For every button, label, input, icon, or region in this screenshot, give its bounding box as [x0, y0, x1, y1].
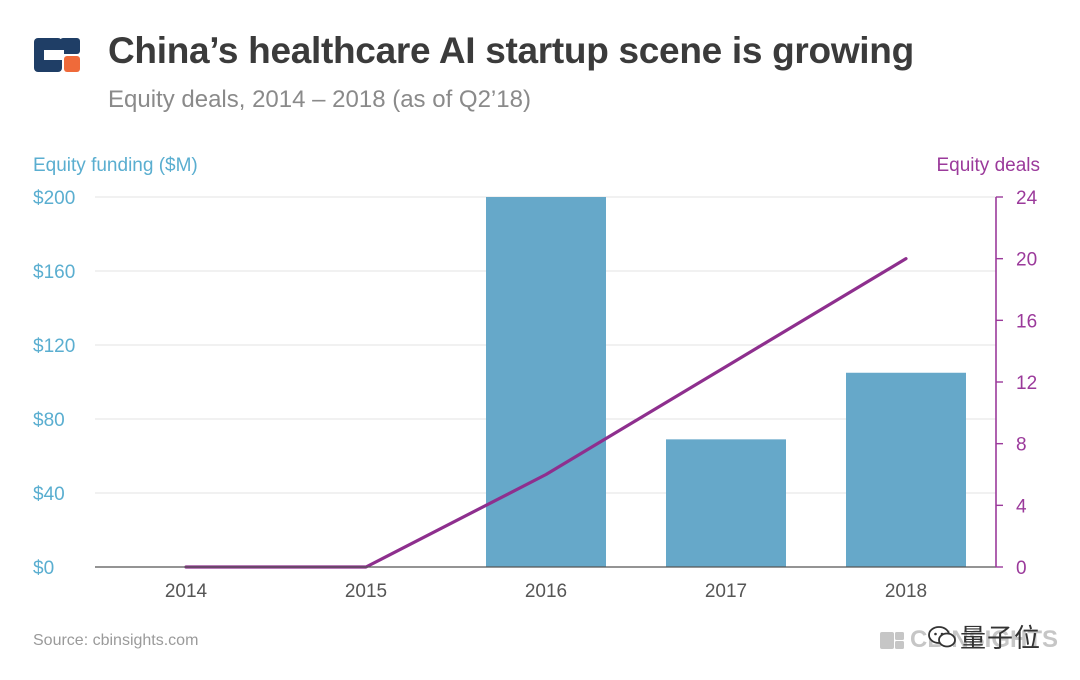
x-tick-label: 2016 [525, 581, 567, 602]
right-tick-label: 24 [1016, 188, 1038, 209]
right-tick-label: 4 [1016, 496, 1027, 517]
cb-insights-logo [34, 38, 80, 72]
left-tick-label: $200 [33, 188, 75, 209]
right-axis-label: Equity deals [936, 155, 1040, 176]
x-tick-label: 2018 [885, 581, 927, 602]
right-tick-label: 0 [1016, 558, 1027, 579]
wechat-icon [928, 626, 956, 648]
left-tick-label: $120 [33, 336, 75, 357]
right-tick-label: 12 [1016, 373, 1037, 394]
left-tick-label: $40 [33, 484, 65, 505]
bar-series [486, 197, 966, 567]
watermark-logo-icon [880, 632, 904, 649]
x-tick-label: 2017 [705, 581, 747, 602]
chart-subtitle: Equity deals, 2014 – 2018 (as of Q2’18) [108, 86, 531, 113]
right-tick-label: 20 [1016, 250, 1037, 271]
x-tick-label: 2015 [345, 581, 387, 602]
chart-title: China’s healthcare AI startup scene is g… [108, 30, 914, 71]
bar-2016 [486, 197, 606, 567]
right-tick-label: 16 [1016, 311, 1037, 332]
source-note: Source: cbinsights.com [33, 632, 199, 649]
right-axis-ticks: 0 4 8 12 16 20 24 [996, 188, 1038, 579]
watermark-cn: 量子位 [960, 624, 1042, 654]
bar-2018 [846, 372, 966, 567]
right-tick-label: 8 [1016, 435, 1027, 456]
x-axis-ticks: 2014 2015 2016 2017 2018 [165, 581, 927, 602]
left-tick-label: $160 [33, 262, 75, 283]
left-tick-label: $80 [33, 410, 65, 431]
left-axis-ticks: $0 $40 $80 $120 $160 $200 [33, 188, 75, 579]
left-axis-label: Equity funding ($M) [33, 155, 198, 176]
left-tick-label: $0 [33, 558, 54, 579]
bar-2017 [666, 439, 786, 567]
x-tick-label: 2014 [165, 581, 208, 602]
